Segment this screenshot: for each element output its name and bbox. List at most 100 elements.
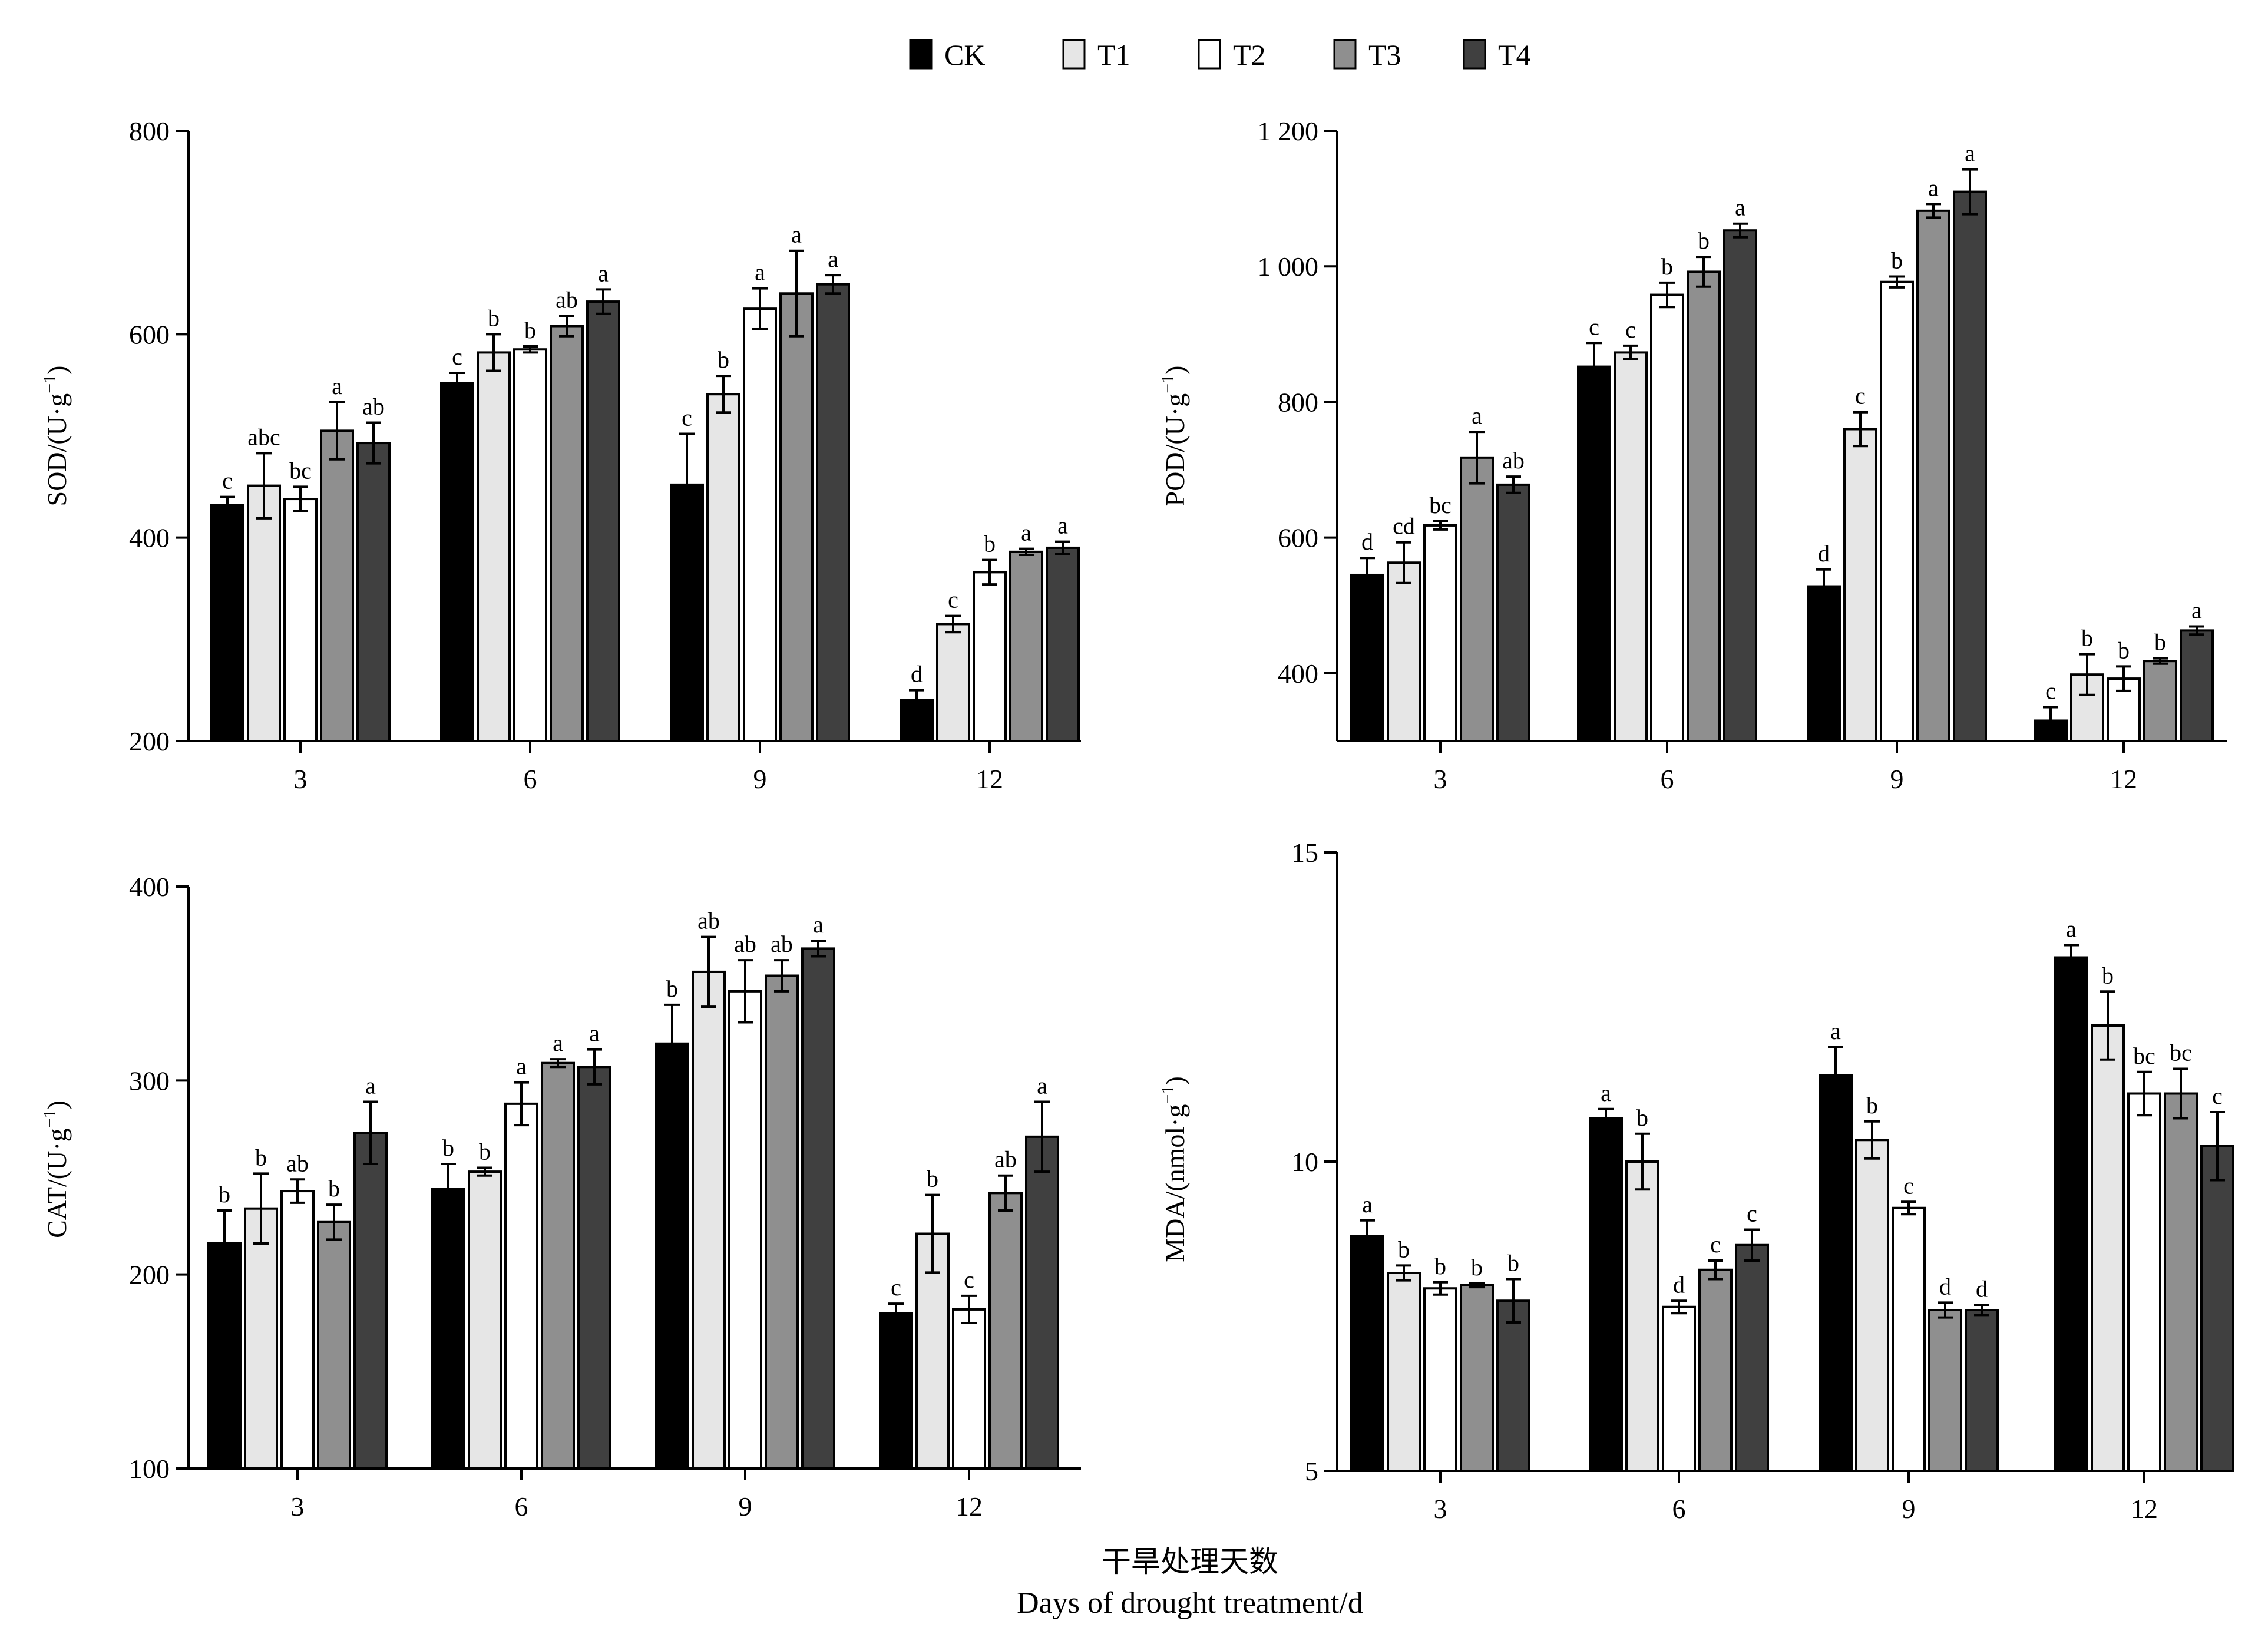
cat-bar-t3: [988, 1192, 1023, 1470]
mda-bar-t4: [1735, 1243, 1769, 1472]
sod-y-tick-label: 400: [129, 523, 170, 553]
pod-significance-letter: b: [2081, 625, 2093, 651]
mda-significance-letter: a: [2066, 916, 2077, 942]
cat-significance-letter: a: [1037, 1073, 1047, 1099]
mda-bar-t1: [1625, 1160, 1659, 1472]
cat-x-tick-label: 6: [515, 1491, 528, 1521]
cat-x-tick-label: 9: [739, 1491, 752, 1521]
cat-bar-t4: [801, 947, 835, 1470]
sod-significance-letter: c: [452, 343, 462, 370]
sod-bar-t1: [477, 351, 511, 742]
mda-bar-t3: [1928, 1309, 1962, 1472]
sod-bar-t2: [283, 498, 318, 742]
legend-label-t4: T4: [1498, 38, 1531, 71]
pod-y-tick-label: 600: [1278, 523, 1318, 553]
pod-x-tick-label: 9: [1890, 764, 1904, 794]
cat-significance-letter: c: [964, 1266, 974, 1293]
cat-significance-letter: ab: [734, 931, 756, 957]
pod-bar-t3: [1916, 209, 1950, 742]
cat-significance-letter: a: [516, 1053, 527, 1080]
mda-bar-t2: [1662, 1305, 1696, 1472]
pod-significance-letter: c: [1625, 316, 1636, 343]
legend-label-t1: T1: [1097, 38, 1130, 71]
sod-significance-letter: bc: [289, 457, 312, 484]
legend-label-t3: T3: [1368, 38, 1401, 71]
cat-significance-letter: b: [442, 1134, 454, 1161]
sod-bar-t3: [1009, 550, 1043, 743]
pod-y-tick-label: 800: [1278, 387, 1318, 417]
mda-significance-letter: d: [1976, 1276, 1988, 1302]
mda-y-tick-label: 5: [1305, 1456, 1318, 1486]
cat-significance-letter: b: [255, 1144, 267, 1170]
cat-bar-t3: [317, 1220, 351, 1470]
sod-significance-letter: b: [984, 531, 996, 557]
mda-x-tick-label: 12: [2131, 1494, 2158, 1524]
pod-bar-t3: [1460, 456, 1494, 743]
cat-bar-t4: [1025, 1135, 1059, 1470]
pod-bar-t3: [1687, 270, 1721, 743]
pod-y-axis-label: POD/(U·g−1): [1158, 366, 1190, 507]
mda-x-tick-label: 3: [1434, 1494, 1447, 1524]
sod-significance-letter: c: [948, 587, 958, 613]
sod-bar-t4: [1046, 546, 1080, 743]
sod-significance-letter: a: [755, 259, 765, 286]
cat-bar-t2: [280, 1190, 315, 1470]
mda-bar-ck: [1350, 1235, 1384, 1472]
mda-x-tick-label: 6: [1672, 1494, 1686, 1524]
pod-significance-letter: a: [1965, 140, 1975, 167]
pod-significance-letter: c: [2045, 677, 2056, 704]
sod-bar-t4: [356, 442, 391, 742]
sod-significance-letter: b: [718, 346, 729, 373]
pod-significance-letter: d: [1818, 540, 1830, 567]
mda-significance-letter: d: [1673, 1271, 1685, 1298]
cat-y-tick-label: 300: [129, 1066, 170, 1096]
cat-y-tick-label: 100: [129, 1454, 170, 1484]
sod-bar-t3: [320, 429, 354, 742]
mda-y-tick-label: 10: [1291, 1147, 1318, 1177]
sod-significance-letter: b: [524, 317, 536, 343]
mda-significance-letter: b: [1636, 1104, 1648, 1131]
sod-bar-t2: [743, 307, 777, 742]
mda-y-axis-label: MDA/(nmol·g−1): [1158, 1076, 1190, 1262]
pod-significance-letter: ab: [1502, 447, 1525, 474]
sod-significance-letter: a: [332, 373, 342, 399]
cat-y-axis-label: CAT/(U·g−1): [40, 1100, 72, 1238]
mda-significance-letter: b: [1471, 1254, 1483, 1281]
legend-label-t2: T2: [1233, 38, 1266, 71]
pod-significance-letter: c: [1855, 383, 1866, 409]
pod-bar-t4: [1496, 483, 1530, 742]
legend-swatch-t2: [1198, 39, 1221, 70]
sod-bar-t3: [779, 292, 814, 742]
cat-bar-t4: [577, 1066, 611, 1470]
mda-bar-t2: [2127, 1092, 2161, 1472]
pod-bar-t3: [2143, 660, 2177, 743]
sod-bar-t1: [936, 623, 970, 743]
sod-bar-ck: [210, 504, 244, 742]
pod-significance-letter: b: [1891, 247, 1903, 273]
cat-significance-letter: b: [927, 1166, 938, 1192]
mda-significance-letter: d: [1939, 1273, 1951, 1299]
pod-bar-t1: [1843, 428, 1877, 742]
sod-significance-letter: abc: [247, 424, 280, 450]
sod-y-tick-label: 800: [129, 116, 170, 146]
legend-label-ck: CK: [944, 38, 985, 71]
pod-significance-letter: d: [1361, 528, 1373, 555]
cat-bar-t4: [353, 1132, 388, 1470]
pod-bar-t1: [1614, 351, 1648, 742]
sod-significance-letter: a: [828, 246, 838, 272]
cat-significance-letter: a: [365, 1073, 376, 1099]
sod-significance-letter: ab: [362, 393, 385, 420]
mda-significance-letter: a: [1362, 1191, 1373, 1218]
cat-significance-letter: ab: [771, 931, 793, 957]
cat-bar-ck: [655, 1042, 689, 1470]
pod-bar-ck: [1577, 365, 1611, 742]
pod-significance-letter: a: [1472, 402, 1482, 429]
mda-significance-letter: b: [1507, 1250, 1519, 1276]
cat-bar-t3: [765, 974, 799, 1470]
mda-significance-letter: c: [1903, 1172, 1914, 1199]
pod-bar-ck: [1807, 585, 1841, 743]
sod-bar-t3: [550, 325, 584, 742]
